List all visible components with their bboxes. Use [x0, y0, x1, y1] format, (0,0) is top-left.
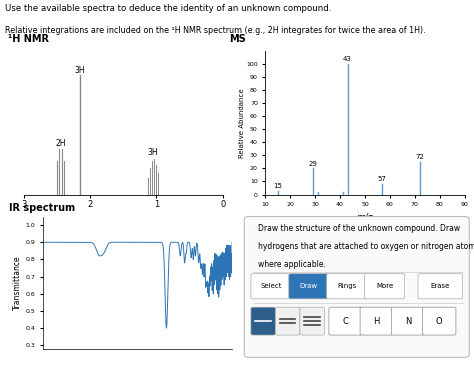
FancyBboxPatch shape [360, 307, 393, 335]
FancyBboxPatch shape [289, 274, 329, 299]
Text: Draw: Draw [300, 283, 318, 289]
Y-axis label: Transmittance: Transmittance [13, 255, 22, 310]
FancyBboxPatch shape [392, 307, 425, 335]
FancyBboxPatch shape [275, 307, 300, 335]
FancyBboxPatch shape [300, 307, 324, 335]
FancyBboxPatch shape [365, 274, 405, 299]
Text: where applicable.: where applicable. [258, 260, 326, 269]
Y-axis label: Relative Abundance: Relative Abundance [239, 88, 245, 158]
Text: 57: 57 [378, 176, 387, 182]
Text: 43: 43 [343, 57, 352, 62]
FancyBboxPatch shape [329, 307, 362, 335]
Text: Use the available spectra to deduce the identity of an unknown compound.: Use the available spectra to deduce the … [5, 4, 331, 13]
Text: 3H: 3H [147, 148, 158, 157]
Text: More: More [376, 283, 393, 289]
FancyBboxPatch shape [418, 274, 463, 299]
Text: hydrogens that are attached to oxygen or nitrogen atoms,: hydrogens that are attached to oxygen or… [258, 241, 474, 251]
Text: O: O [436, 317, 443, 326]
Text: Draw the structure of the unknown compound. Draw: Draw the structure of the unknown compou… [258, 224, 460, 233]
FancyBboxPatch shape [251, 274, 291, 299]
Text: 15: 15 [273, 183, 283, 189]
Text: 2H: 2H [55, 139, 66, 148]
Text: Select: Select [260, 283, 282, 289]
Text: 29: 29 [308, 160, 317, 167]
FancyBboxPatch shape [244, 217, 469, 357]
Text: C: C [343, 317, 348, 326]
Text: IR spectrum: IR spectrum [9, 203, 75, 213]
X-axis label: ppm: ppm [113, 215, 133, 224]
FancyBboxPatch shape [422, 307, 456, 335]
Text: Rings: Rings [337, 283, 356, 289]
Text: 3H: 3H [75, 66, 85, 75]
Text: ¹H NMR: ¹H NMR [8, 34, 49, 44]
Text: MS: MS [229, 34, 246, 44]
Text: Erase: Erase [430, 283, 450, 289]
X-axis label: m/z: m/z [357, 213, 373, 222]
FancyBboxPatch shape [251, 307, 275, 335]
Text: N: N [405, 317, 411, 326]
Text: H: H [374, 317, 380, 326]
FancyBboxPatch shape [327, 274, 367, 299]
Text: 72: 72 [415, 154, 424, 160]
Text: Relative integrations are included on the ¹H NMR spectrum (e.g., 2H integrates f: Relative integrations are included on th… [5, 26, 425, 35]
